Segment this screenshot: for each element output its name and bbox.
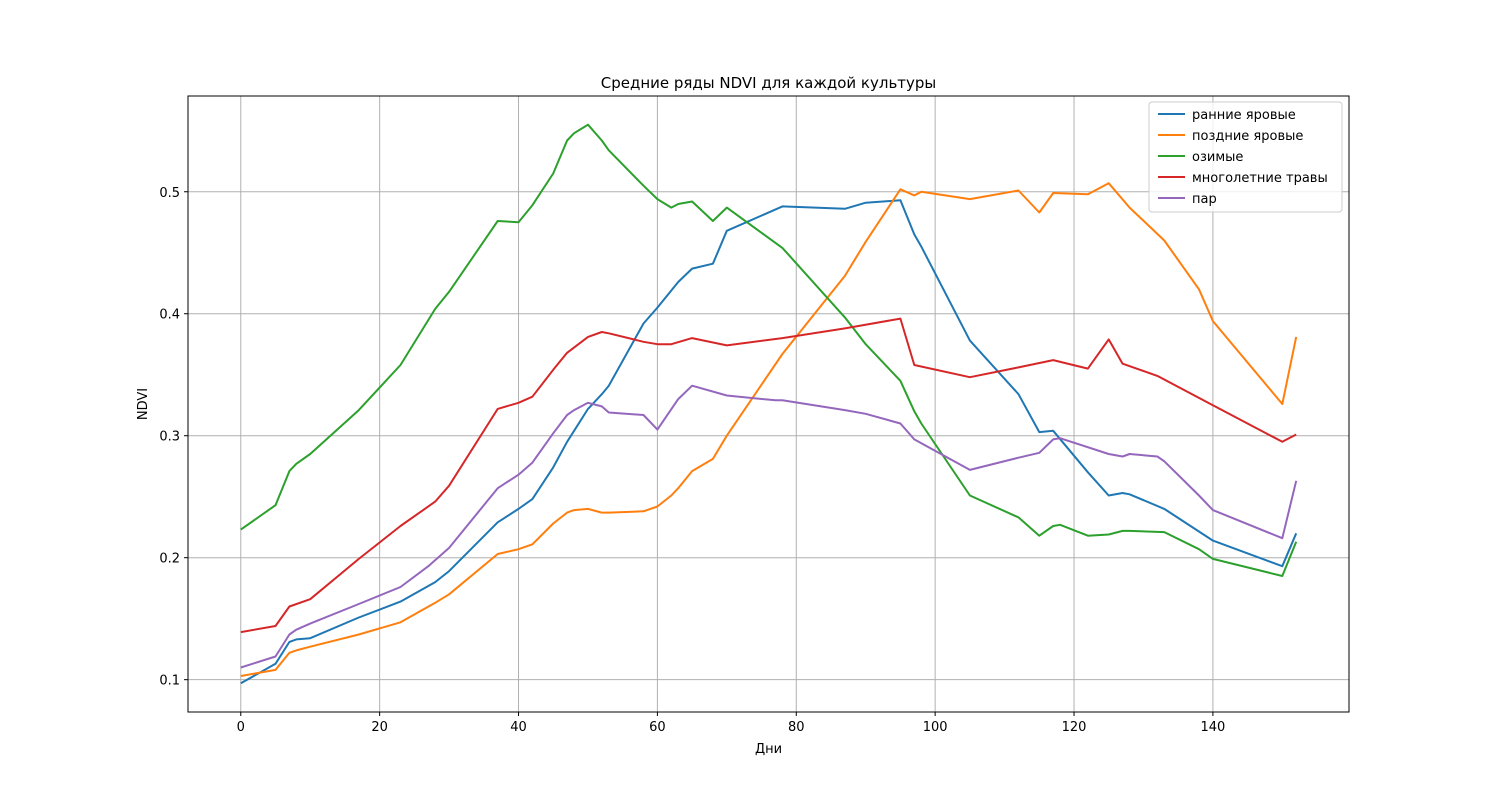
x-tick-label: 60 (649, 720, 666, 735)
y-axis-label: NDVI (136, 388, 151, 420)
x-tick-label: 0 (237, 720, 245, 735)
y-tick-label: 0.2 (159, 552, 180, 567)
series-line-4 (240, 317, 1297, 634)
legend: ранние яровые поздние яровые озимые многоле… (1148, 101, 1343, 213)
legend-label: поздние яровые (1192, 129, 1303, 144)
x-axis-ticks: 0 20 40 60 80 100 120 140 (237, 712, 1225, 735)
x-axis-label: Дни (755, 742, 782, 757)
series-line-2 (240, 182, 1298, 677)
x-tick-label: 80 (788, 720, 805, 735)
x-tick-label: 20 (371, 720, 388, 735)
plot-area-frame (187, 95, 1350, 713)
legend-label: пар (1192, 192, 1217, 207)
y-axis-ticks: 0.1 0.2 0.3 0.4 0.5 (159, 186, 188, 689)
series-line-1 (240, 199, 1298, 685)
x-tick-label: 100 (923, 720, 948, 735)
legend-label: ранние яровые (1192, 108, 1296, 123)
x-tick-label: 120 (1062, 720, 1087, 735)
y-tick-label: 0.3 (159, 430, 180, 445)
y-tick-label: 0.5 (159, 186, 180, 201)
legend-label: озимые (1192, 150, 1243, 165)
y-tick-label: 0.4 (159, 308, 180, 323)
x-tick-label: 140 (1200, 720, 1225, 735)
legend-label: многолетние травы (1192, 171, 1328, 186)
legend-box (1148, 101, 1343, 213)
chart-title: Средние ряды NDVI для каждой культуры (601, 74, 937, 92)
y-tick-label: 0.1 (159, 674, 180, 689)
series-line-5 (240, 384, 1298, 669)
series-lines (240, 123, 1298, 685)
x-tick-label: 40 (510, 720, 527, 735)
series-line-3 (240, 123, 1298, 577)
